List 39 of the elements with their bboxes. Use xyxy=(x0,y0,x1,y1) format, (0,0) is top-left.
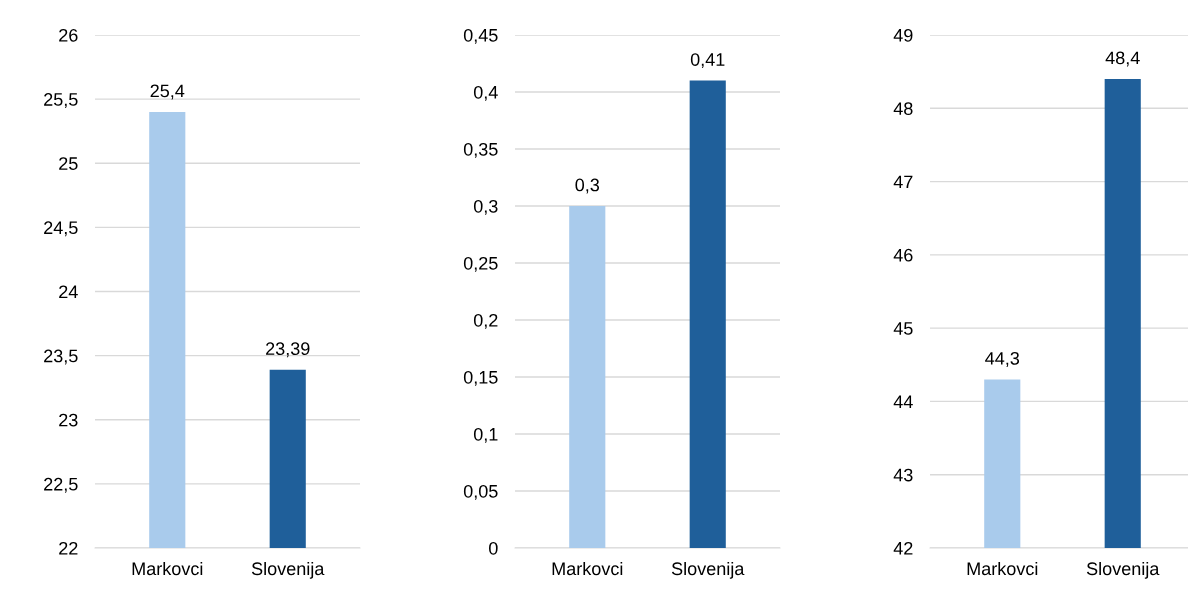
y-tick-label: 45 xyxy=(893,322,913,335)
y-tick-label: 25,5 xyxy=(44,93,78,108)
y-tick-label: 24,5 xyxy=(44,221,78,237)
y-tick-label: 43 xyxy=(893,468,913,482)
y-tick-label: 23 xyxy=(59,413,78,427)
data-label: 23,39 xyxy=(266,342,310,358)
x-tick-label: Markovci xyxy=(967,561,1038,576)
y-tick-label: 23,5 xyxy=(44,349,78,365)
y-tick-label: 24 xyxy=(59,285,78,299)
y-tick-label: 0,35 xyxy=(463,142,498,158)
x-tick-label: Slovenija xyxy=(1086,561,1160,579)
y-tick-label: 0,45 xyxy=(463,28,498,44)
x-tick-label: Markovci xyxy=(132,561,203,576)
y-tick-label: 26 xyxy=(59,28,78,42)
data-label: 44,3 xyxy=(985,351,1020,367)
y-tick-label: 0,2 xyxy=(473,313,498,329)
y-tick-label: 0,4 xyxy=(473,85,498,101)
x-tick-label: Slovenija xyxy=(251,561,325,579)
y-tick-label: 0,25 xyxy=(463,256,498,272)
y-tick-label: 42 xyxy=(893,541,913,555)
x-tick-label: Slovenija xyxy=(671,561,745,579)
y-tick-label: 44 xyxy=(893,395,913,408)
data-label: 0,41 xyxy=(690,53,725,69)
y-tick-label: 0 xyxy=(489,541,498,555)
y-tick-label: 25 xyxy=(59,157,78,170)
y-tick-label: 0,3 xyxy=(473,199,498,215)
data-label: 25,4 xyxy=(150,84,185,100)
data-label: 48,4 xyxy=(1105,51,1140,67)
y-tick-label: 47 xyxy=(893,175,913,189)
data-label: 0,3 xyxy=(575,178,600,194)
y-tick-label: 0,05 xyxy=(463,484,498,500)
y-tick-label: 0,15 xyxy=(463,370,498,386)
y-tick-label: 22,5 xyxy=(44,477,78,493)
x-tick-label: Markovci xyxy=(552,561,623,576)
y-tick-label: 49 xyxy=(893,28,913,42)
y-tick-label: 48 xyxy=(893,102,913,116)
y-tick-label: 46 xyxy=(893,248,913,262)
y-tick-label: 22 xyxy=(59,541,78,555)
y-tick-label: 0,1 xyxy=(473,427,498,443)
